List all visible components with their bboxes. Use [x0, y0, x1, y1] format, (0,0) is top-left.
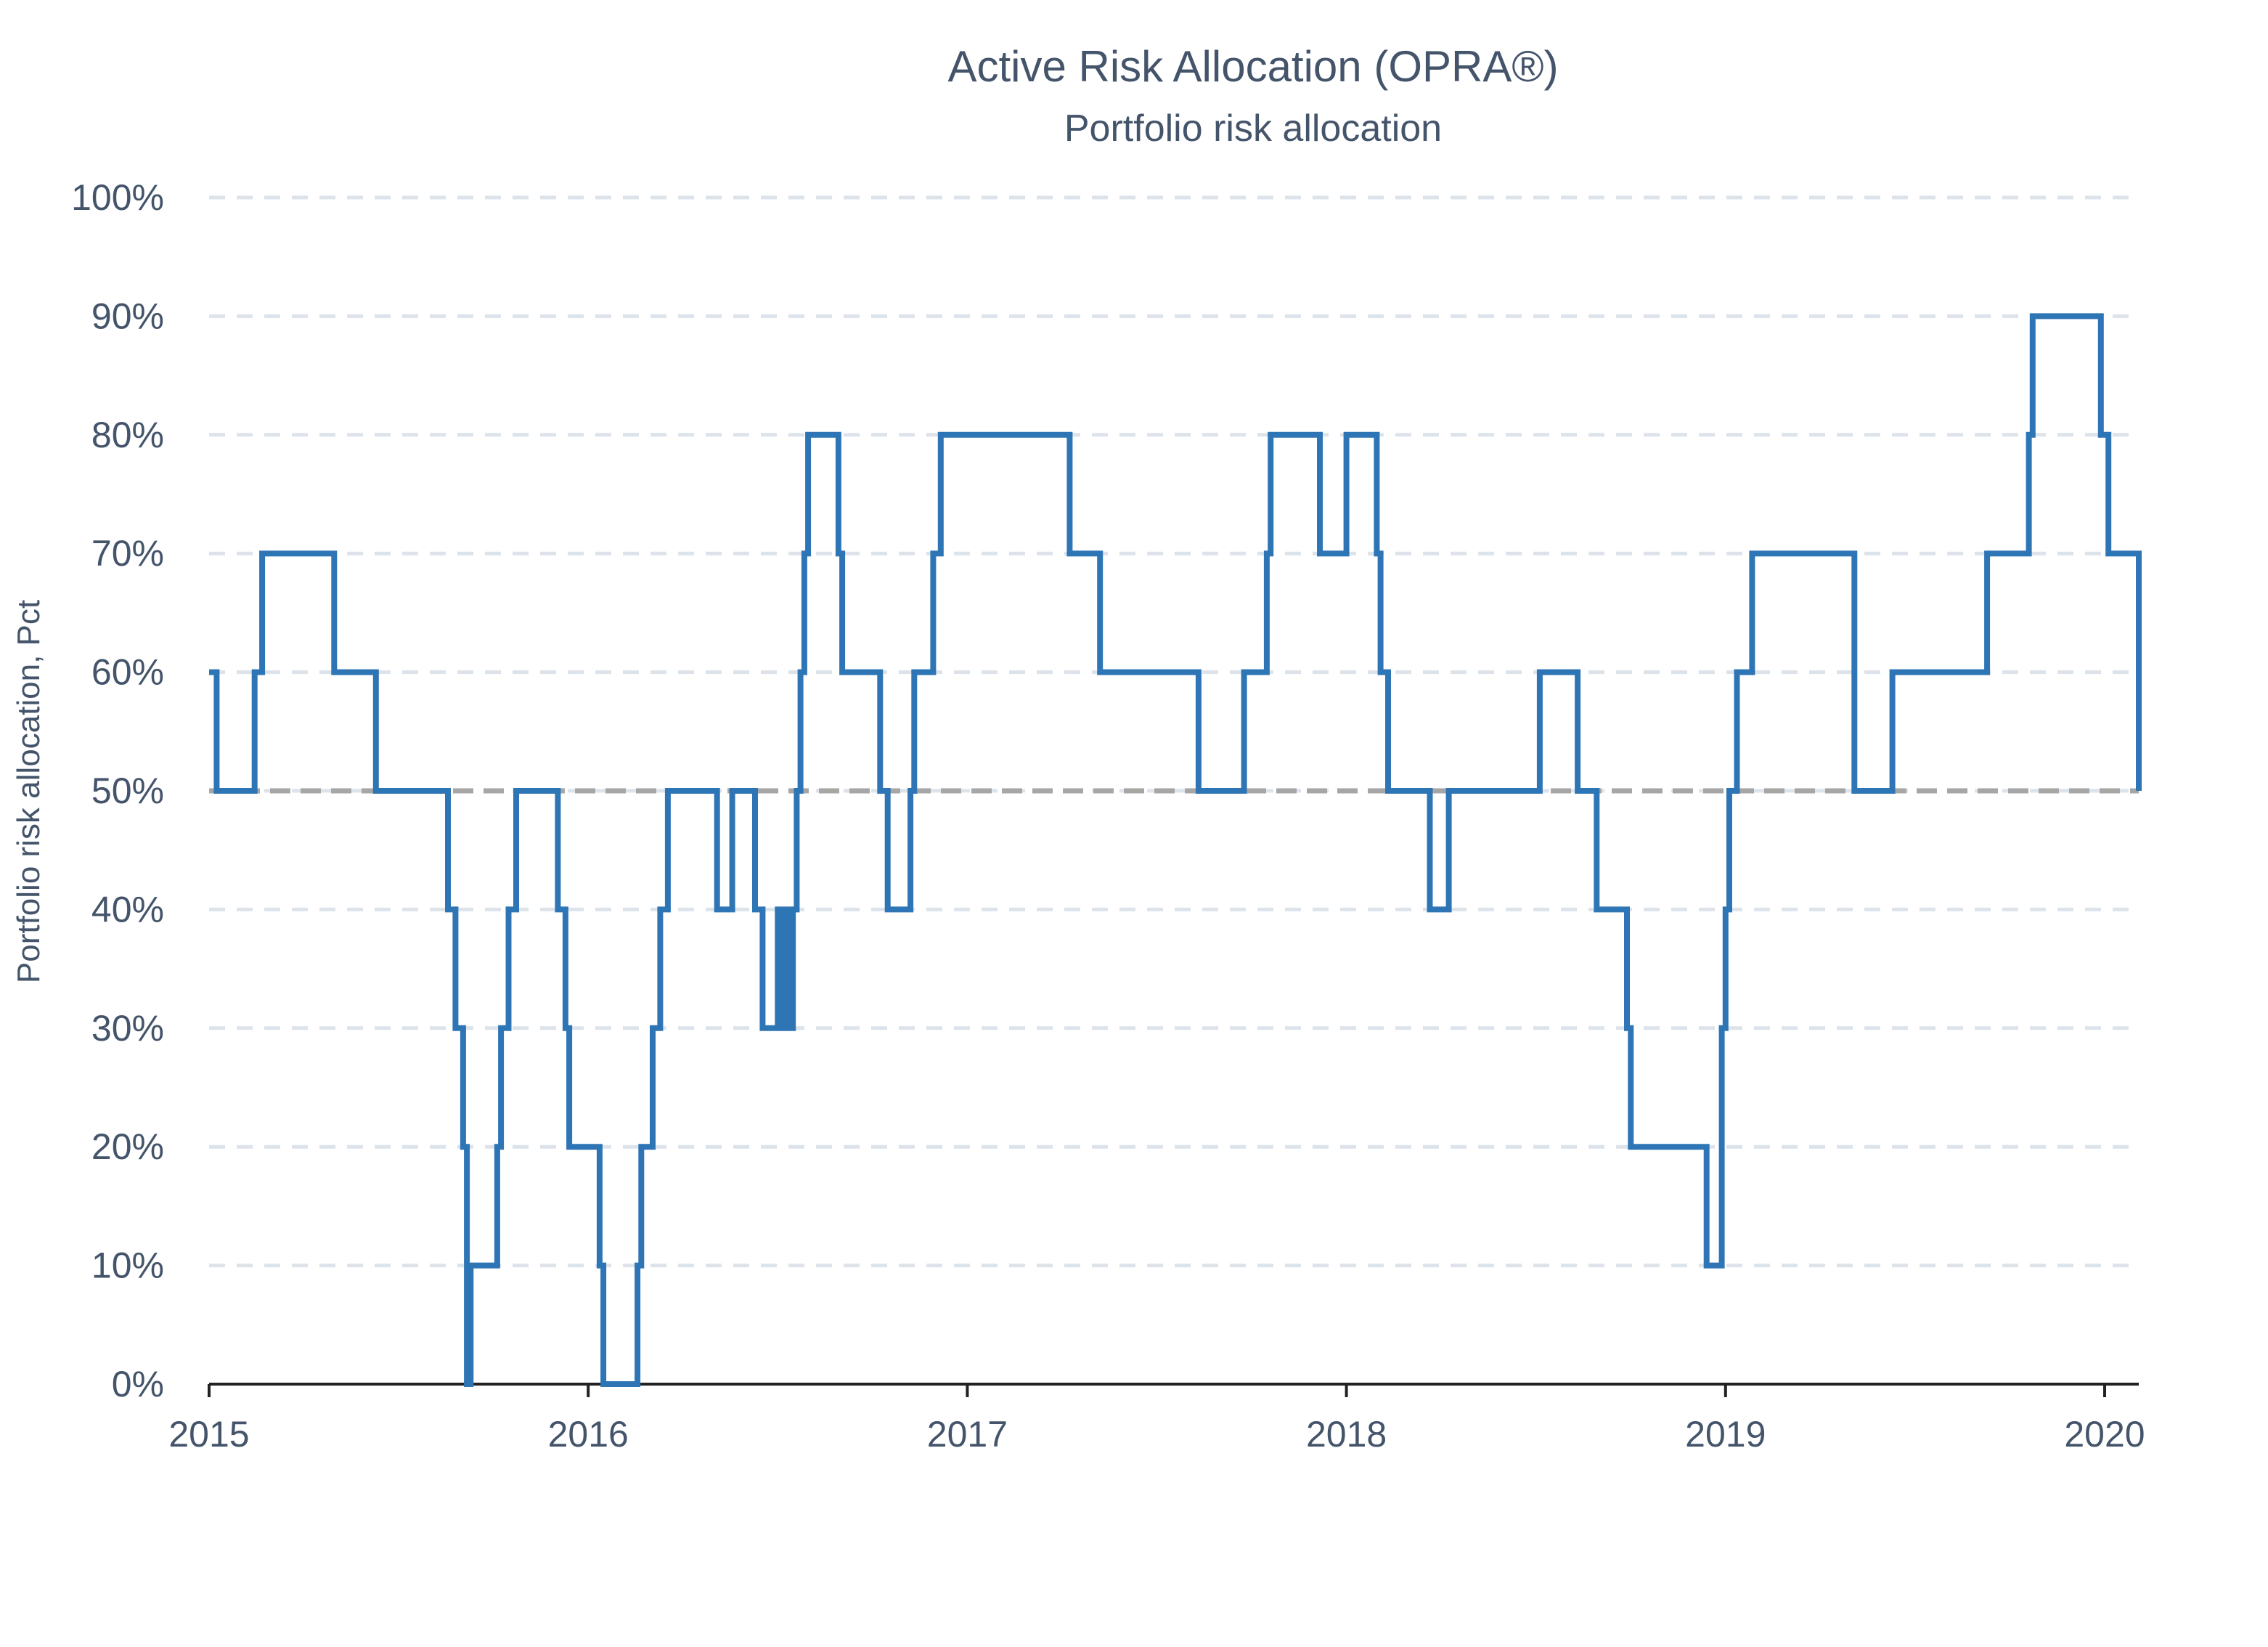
y-tick-label: 20%: [91, 1126, 164, 1167]
x-tick-label: 2018: [1306, 1414, 1387, 1455]
tick-labels: 0% 10% 20% 30% 40% 50% 60% 70% 80% 90% 100% 2015 201…: [71, 177, 2145, 1455]
x-tick-label: 2019: [1685, 1414, 1766, 1455]
y-tick-label: 100%: [71, 177, 164, 218]
x-tick-label: 2016: [548, 1414, 629, 1455]
series-layer: [209, 313, 2142, 1387]
y-tick-label: 60%: [91, 652, 164, 693]
y-tick-label: 10%: [91, 1245, 164, 1286]
axes: [208, 1383, 2139, 1397]
y-tick-label: 90%: [91, 296, 164, 336]
y-tick-label: 0%: [112, 1364, 164, 1404]
y-tick-label: 40%: [91, 889, 164, 930]
y-tick-label: 70%: [91, 533, 164, 574]
series-line: [209, 313, 2142, 1387]
chart-title: Active Risk Allocation (OPRA®): [947, 42, 1558, 91]
y-axis-label: Portfolio risk allocation, Pct: [11, 600, 46, 983]
chart-subtitle: Portfolio risk allocation: [1064, 107, 1442, 150]
y-tick-label: 50%: [91, 770, 164, 811]
x-tick-label: 2015: [168, 1414, 249, 1455]
y-tick-label: 30%: [91, 1008, 164, 1049]
y-tick-label: 80%: [91, 415, 164, 455]
x-tick-label: 2017: [927, 1414, 1008, 1455]
x-tick-label: 2020: [2064, 1414, 2145, 1455]
